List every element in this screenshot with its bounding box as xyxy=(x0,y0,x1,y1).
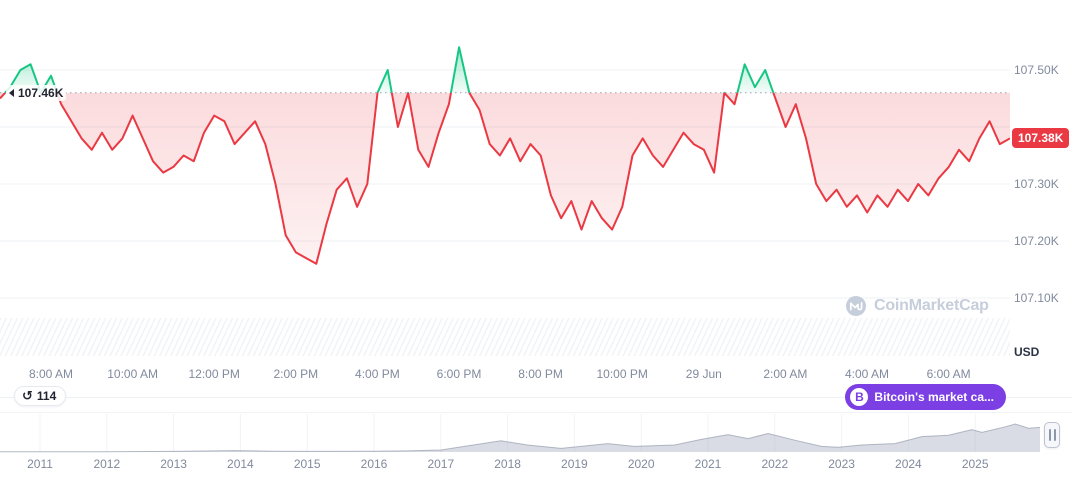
x-axis-label: 2:00 AM xyxy=(763,367,808,381)
year-label[interactable]: 2024 xyxy=(895,457,922,471)
price-chart-plot[interactable] xyxy=(0,0,1010,360)
range-selector-chart[interactable] xyxy=(0,412,1072,454)
year-label[interactable]: 2022 xyxy=(761,457,789,471)
year-gridlines xyxy=(39,414,976,452)
year-label[interactable]: 2025 xyxy=(961,457,989,471)
year-label[interactable]: 2012 xyxy=(93,457,121,471)
price-axis: 107.38K USD 107.50K 107.30K 107.20K 107.10K xyxy=(1010,0,1072,360)
baseline-price-text: 107.46K xyxy=(18,86,64,100)
currency-unit-label: USD xyxy=(1014,345,1040,359)
x-axis-label: 29 Jun xyxy=(685,367,722,381)
bitcoin-icon: B xyxy=(850,388,869,406)
year-label[interactable]: 2021 xyxy=(694,457,722,471)
y-axis-label: 107.30K xyxy=(1014,177,1059,191)
history-icon: ↺ xyxy=(22,388,33,404)
year-label[interactable]: 2013 xyxy=(160,457,187,471)
coinmarketcap-logo-icon xyxy=(846,296,866,316)
x-axis-label: 6:00 PM xyxy=(436,367,482,381)
baseline-price-label: 107.46K xyxy=(6,85,67,101)
x-axis-label: 10:00 AM xyxy=(107,367,158,381)
bitcoin-button-label: Bitcoin's market ca... xyxy=(874,390,994,404)
year-label[interactable]: 2018 xyxy=(494,457,521,471)
divider-line xyxy=(0,397,1072,398)
year-label[interactable]: 2015 xyxy=(293,457,321,471)
x-axis-label: 8:00 PM xyxy=(518,367,563,381)
year-label[interactable]: 2016 xyxy=(360,457,388,471)
watermark-text: CoinMarketCap xyxy=(874,297,989,314)
year-label[interactable]: 2020 xyxy=(627,457,655,471)
year-label[interactable]: 2011 xyxy=(27,457,53,471)
watchers-count: 114 xyxy=(36,389,57,403)
x-axis-label: 8:00 AM xyxy=(28,367,74,381)
handle-grip-bar xyxy=(1048,429,1051,441)
range-handle[interactable] xyxy=(1044,422,1060,448)
y-axis-label: 107.10K xyxy=(1014,291,1059,305)
bitcoin-market-cap-button[interactable]: B Bitcoin's market ca... xyxy=(845,384,1006,410)
watermark: CoinMarketCap xyxy=(845,295,989,317)
y-axis-label: 107.20K xyxy=(1014,234,1059,248)
price-line-below xyxy=(0,92,1010,265)
x-axis-label: 6:00 AM xyxy=(926,367,971,381)
x-axis-label: 10:00 PM xyxy=(596,367,648,381)
year-axis: 2011 2012 2013 2014 2015 2016 2017 2018 2019 2020… xyxy=(0,457,1072,471)
hatched-band xyxy=(0,318,1010,356)
year-label[interactable]: 2023 xyxy=(828,457,855,471)
range-line xyxy=(0,423,1041,453)
baseline-marker-icon xyxy=(9,89,14,97)
x-axis-label: 4:00 AM xyxy=(844,367,890,381)
x-axis-label: 4:00 PM xyxy=(355,367,400,381)
time-axis: 8:00 AM 10:00 AM 12:00 PM 2:00 PM 4:00 PM 6:0… xyxy=(0,367,1010,383)
range-area xyxy=(0,424,1040,452)
handle-grip-bar xyxy=(1053,429,1056,441)
area-fill-below xyxy=(0,92,1010,264)
y-axis-label: 107.50K xyxy=(1014,63,1059,77)
x-axis-label: 12:00 PM xyxy=(188,367,240,381)
current-price-badge: 107.38K xyxy=(1012,128,1070,148)
year-label[interactable]: 2019 xyxy=(561,457,588,471)
x-axis-label: 2:00 PM xyxy=(273,367,319,381)
year-label[interactable]: 2014 xyxy=(227,457,254,471)
year-label[interactable]: 2017 xyxy=(427,457,455,471)
watchers-badge[interactable]: ↺ 114 xyxy=(14,386,67,406)
